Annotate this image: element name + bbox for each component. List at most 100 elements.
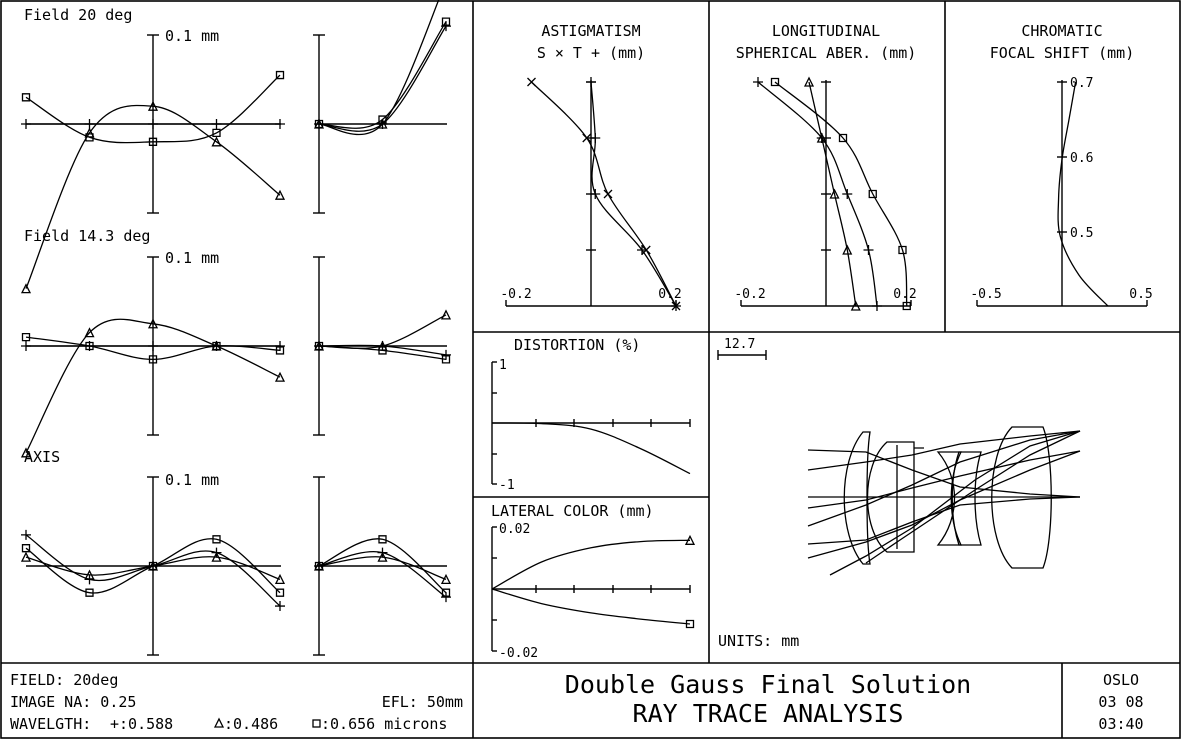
lsa-marker-0.588-0 xyxy=(753,77,763,87)
fan-5-series-0.656 xyxy=(318,538,447,594)
chrom-subtitle: FOCAL SHIFT (mm) xyxy=(990,44,1135,62)
fan-5-marker-0.656-0 xyxy=(314,561,324,571)
info-field: FIELD: 20deg xyxy=(10,671,118,689)
fan-4-marker-0.588-0 xyxy=(21,529,31,540)
fan-4-marker-0.656-1 xyxy=(85,588,94,597)
fan-2-marker-0.486-0 xyxy=(20,447,32,458)
fan-2-marker-0.588-4 xyxy=(275,341,285,351)
lateral-color-axes xyxy=(491,526,691,652)
fan-4-marker-0.656-3 xyxy=(212,535,221,544)
lsa-marker-0.486-0 xyxy=(803,76,815,87)
info-efl: EFL: 50mm xyxy=(382,693,463,711)
fan-0-marker-0.588-0 xyxy=(21,119,31,129)
fan-0-marker-0.588-1 xyxy=(84,119,95,129)
astig-marker-S-0 xyxy=(527,77,536,87)
chrom-ytick-0.7: 0.7 xyxy=(1070,76,1093,91)
info-wavelength-2-triangle xyxy=(213,717,225,728)
fan-4-marker-0.656-0 xyxy=(21,544,31,553)
astig-curves xyxy=(527,77,681,311)
fan-2-marker-0.656-4 xyxy=(275,346,285,355)
fan-2-marker-0.486-1 xyxy=(84,327,95,338)
lens-ray-0 xyxy=(807,449,1081,498)
astig-marker-T-3 xyxy=(637,245,647,255)
fan-0-marker-0.588-2 xyxy=(148,119,158,129)
lens-ray-3 xyxy=(807,430,1081,471)
lsa-curves xyxy=(753,76,911,311)
fan-title-field-14: Field 14.3 deg xyxy=(24,227,150,245)
fan-5-marker-0.656-2 xyxy=(441,588,451,597)
fan-0-marker-0.486-3 xyxy=(211,136,222,147)
fan-title-field-20: Field 20 deg xyxy=(24,6,132,24)
fan-5-marker-0.486-1 xyxy=(377,551,388,562)
fan-3-series-0.656 xyxy=(318,345,447,361)
chrom-tick-max: 0.5 xyxy=(1129,287,1152,302)
fan-2-marker-0.656-1 xyxy=(85,341,94,351)
astig-marker-T-4 xyxy=(671,301,681,311)
lens-ray-4 xyxy=(807,430,1081,527)
distortion-ytick-max: 1 xyxy=(499,358,507,373)
fan-1-marker-0.486-1 xyxy=(377,118,388,129)
chrom-tick-min: -0.5 xyxy=(970,287,1001,302)
lsa-marker-0.588-4 xyxy=(872,301,882,311)
chrom-ytick-0.5: 0.5 xyxy=(1070,226,1093,241)
fan-3-marker-0.656-0 xyxy=(314,341,324,351)
stamp-date: 03 08 xyxy=(1098,693,1143,711)
lateral-color-series-0.656 xyxy=(491,588,691,625)
lens-element-5 xyxy=(951,451,982,546)
fan-4-marker-0.486-0 xyxy=(20,551,32,562)
fan-2-marker-0.588-0 xyxy=(21,341,31,351)
fan-0-marker-0.656-2 xyxy=(148,137,158,146)
astig-marker-T-1 xyxy=(590,133,601,143)
fan-4-series-0.656 xyxy=(25,538,281,594)
fan-1-marker-0.656-0 xyxy=(314,119,324,129)
fan-2-marker-0.486-2 xyxy=(147,318,159,329)
fan-0-marker-0.656-1 xyxy=(85,133,94,142)
fan-scale-label-axis: 0.1 mm xyxy=(165,471,219,489)
fan-2-marker-0.486-4 xyxy=(274,371,286,382)
lsa-marker-0.588-2 xyxy=(842,189,853,199)
lateral-color-ytick-min: -0.02 xyxy=(499,646,538,661)
fan-4-marker-0.486-1 xyxy=(84,569,95,580)
fan-0-marker-0.486-4 xyxy=(274,189,286,200)
fan-5-marker-0.486-2 xyxy=(440,573,452,584)
chrom-title: CHROMATIC xyxy=(1021,22,1102,40)
fan-0-series-0.656 xyxy=(25,74,281,144)
astig-marker-S-1 xyxy=(582,133,592,143)
fan-0-marker-0.588-3 xyxy=(211,119,222,129)
fan-3-marker-0.486-2 xyxy=(440,309,452,320)
fan-0-marker-0.588-4 xyxy=(275,119,285,129)
fan-0-series-0.486 xyxy=(25,104,281,289)
distortion-curve xyxy=(491,422,691,475)
lens-element-2 xyxy=(866,441,915,553)
lens-ray-8 xyxy=(829,430,1081,576)
fan-scale-label-field-14: 0.1 mm xyxy=(165,249,219,267)
distortion-title: DISTORTION (%) xyxy=(514,336,640,354)
ray-fan-curves xyxy=(20,0,452,612)
info-wavelength-3-square xyxy=(312,719,321,728)
lsa-marker-0.656-0 xyxy=(770,77,780,87)
fan-4-marker-0.486-4 xyxy=(274,573,286,584)
chrom-axes xyxy=(976,80,1148,307)
fan-4-marker-0.656-4 xyxy=(275,588,285,597)
fan-0-marker-0.486-2 xyxy=(147,100,159,111)
fan-4-marker-0.486-3 xyxy=(211,551,222,562)
chrom-series-focal shift xyxy=(1057,81,1109,307)
lsa-tick-max: 0.2 xyxy=(893,287,916,302)
fan-1-marker-0.656-1 xyxy=(378,115,387,124)
fan-1-marker-0.656-2 xyxy=(441,17,451,26)
fan-0-marker-0.656-4 xyxy=(275,70,285,80)
distortion-ytick-min: -1 xyxy=(499,478,515,493)
info-wavelength-1: +:0.588 xyxy=(110,715,173,733)
fan-2-series-0.656 xyxy=(25,336,281,361)
info-wavelength-3: :0.656 microns xyxy=(321,715,447,733)
lsa-title: LONGITUDINAL xyxy=(772,22,880,40)
fan-0-marker-0.486-0 xyxy=(20,283,32,294)
lens-element-6 xyxy=(991,426,1052,569)
lsa-axes xyxy=(740,80,912,307)
fan-5-marker-0.656-1 xyxy=(378,535,387,544)
lsa-marker-0.588-3 xyxy=(863,245,874,255)
info-wavelength-prefix: WAVELGTH: xyxy=(10,715,91,733)
fan-5-marker-0.588-2 xyxy=(441,592,451,603)
lateral-color-marker-0.656 xyxy=(685,619,695,629)
